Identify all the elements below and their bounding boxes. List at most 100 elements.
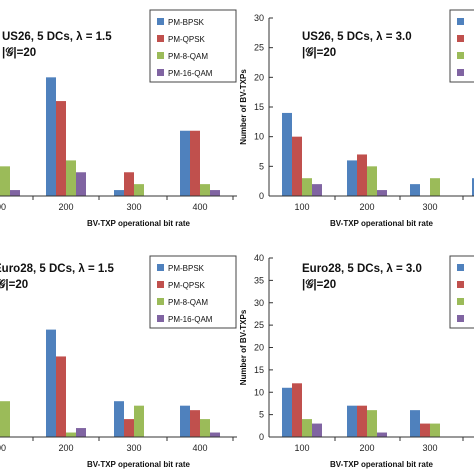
- bar-pm-8-qam-300: [430, 178, 440, 196]
- bar-pm-bpsk-300: [410, 410, 420, 437]
- x-tick-label: 00: [0, 202, 6, 212]
- legend-label-pm-16-qam: PM-16-QAM: [168, 315, 213, 324]
- legend-label-pm-bpsk: PM-BPSK: [168, 264, 205, 273]
- chart-panel-2: 100 200 300 BV-TXP operational bit rate 0 5 10…: [239, 9, 474, 228]
- bar-pm-qpsk-100: [292, 136, 302, 196]
- bar-pm-16-qam-200: [76, 428, 86, 437]
- y-tick-label: 35: [254, 275, 264, 285]
- bar-pm-8-qam-300: [134, 405, 144, 437]
- legend-swatch-pm-qpsk: [157, 281, 164, 288]
- y-tick-label: 15: [254, 102, 264, 112]
- x-axis-label: BV-TXP operational bit rate: [87, 219, 191, 228]
- legend-label-pm-qpsk: PM-QPSK: [168, 35, 206, 44]
- legend-swatch-pm-16-qam: [157, 315, 164, 322]
- legend-swatch-pm-16-qam: [457, 69, 464, 76]
- legend-swatch-pm-qpsk: [457, 281, 464, 288]
- legend-swatch-pm-16-qam: [457, 315, 464, 322]
- bar-pm-qpsk-300: [124, 172, 134, 196]
- y-tick-label: 30: [254, 13, 264, 23]
- chart-title: US26, 5 DCs, λ = 3.0: [302, 31, 412, 43]
- x-tick-label: 00: [0, 443, 6, 453]
- bar-pm-qpsk-200: [56, 101, 66, 196]
- bar-pm-8-qam-400: [200, 419, 210, 437]
- chart-subtitle: |𝒢|=20: [0, 278, 28, 291]
- y-axis-label: Number of BV-TXPs: [239, 309, 248, 385]
- x-tick-label: 200: [359, 202, 374, 212]
- bar-pm-bpsk-200: [46, 329, 56, 437]
- bar-pm-16-qam-400: [210, 432, 220, 437]
- y-tick-label: 5: [259, 410, 264, 420]
- y-tick-label: 25: [254, 320, 264, 330]
- x-tick-label: 200: [58, 202, 73, 212]
- bar-pm-qpsk-200: [56, 356, 66, 437]
- legend-label-pm-8-qam: PM-8-QAM: [168, 52, 208, 61]
- legend-box: [149, 9, 237, 83]
- y-tick-label: 20: [254, 343, 264, 353]
- y-tick-label: 10: [254, 132, 264, 142]
- legend-swatch-pm-8-qam: [157, 52, 164, 59]
- y-tick-label: 40: [254, 253, 264, 263]
- x-tick-label: 300: [422, 202, 437, 212]
- legend-swatch-pm-8-qam: [457, 52, 464, 59]
- bar-pm-8-qam-100: [302, 419, 312, 437]
- bar-pm-qpsk-300: [420, 423, 430, 437]
- legend-swatch-pm-bpsk: [457, 264, 464, 271]
- x-axis-label: BV-TXP operational bit rate: [87, 460, 191, 469]
- chart-subtitle: |𝒢|=20: [302, 278, 336, 291]
- y-tick-label: 10: [254, 387, 264, 397]
- legend-swatch-pm-bpsk: [157, 18, 164, 25]
- x-tick-label: 300: [126, 202, 141, 212]
- x-tick-label: 200: [58, 443, 73, 453]
- x-tick-label: 300: [422, 443, 437, 453]
- x-tick-label: 200: [359, 443, 374, 453]
- bar-pm-8-qam-100: [302, 178, 312, 196]
- bar-pm-8-qam-300: [430, 423, 440, 437]
- x-tick-label: 400: [192, 202, 207, 212]
- bar-pm-bpsk-100: [282, 387, 292, 437]
- bar-pm-8-qam-200: [367, 410, 377, 437]
- bar-pm-qpsk-300: [124, 419, 134, 437]
- bar-pm-bpsk-400: [472, 178, 474, 196]
- chart-panel-4: 100 200 300 BV-TXP operational bit rate 0 5 10…: [239, 253, 474, 469]
- legend-label-pm-8-qam: PM-8-QAM: [168, 298, 208, 307]
- bar-pm-bpsk-300: [114, 401, 124, 437]
- legend-label-pm-16-qam: PM-16-QAM: [168, 69, 213, 78]
- x-tick-label: 100: [294, 443, 309, 453]
- legend-label-pm-bpsk: PM-BPSK: [168, 18, 205, 27]
- bar-pm-bpsk-200: [347, 405, 357, 437]
- bar-pm-qpsk-100: [292, 383, 302, 437]
- bar-pm-bpsk-200: [46, 77, 56, 196]
- chart-title: Euro28, 5 DCs, λ = 3.0: [302, 263, 422, 275]
- legend-box: [149, 255, 237, 329]
- x-axis-label: BV-TXP operational bit rate: [330, 219, 434, 228]
- bar-pm-8-qam-200: [66, 160, 76, 196]
- bar-pm-16-qam-200: [377, 432, 387, 437]
- y-tick-label: 20: [254, 72, 264, 82]
- y-tick-label: 0: [259, 432, 264, 442]
- bar-pm-16-qam-400: [210, 190, 220, 196]
- bar-pm-qpsk-400: [190, 410, 200, 437]
- chart-title: Euro28, 5 DCs, λ = 1.5: [0, 263, 114, 275]
- legend-swatch-pm-bpsk: [457, 18, 464, 25]
- bar-pm-16-qam-100: [312, 423, 322, 437]
- bar-pm-bpsk-100: [282, 112, 292, 196]
- chart-subtitle: |𝒢|=20: [2, 46, 36, 59]
- bar-pm-bpsk-400: [180, 130, 190, 196]
- bar-pm-qpsk-400: [190, 130, 200, 196]
- bar-pm-8-qam-300: [134, 184, 144, 196]
- bar-pm-8-qam-400: [200, 184, 210, 196]
- bar-pm-bpsk-200: [347, 160, 357, 196]
- y-axis-label: Number of BV-TXPs: [239, 69, 248, 145]
- bar-pm-qpsk-200: [357, 154, 367, 196]
- chart-title: US26, 5 DCs, λ = 1.5: [2, 31, 112, 43]
- legend-swatch-pm-8-qam: [457, 298, 464, 305]
- bar-pm-8-qam-100: [0, 401, 10, 437]
- bar-pm-bpsk-300: [114, 190, 124, 196]
- y-tick-label: 25: [254, 43, 264, 53]
- x-tick-label: 100: [294, 202, 309, 212]
- chart-subtitle: |𝒢|=20: [302, 46, 336, 59]
- legend-swatch-pm-qpsk: [157, 35, 164, 42]
